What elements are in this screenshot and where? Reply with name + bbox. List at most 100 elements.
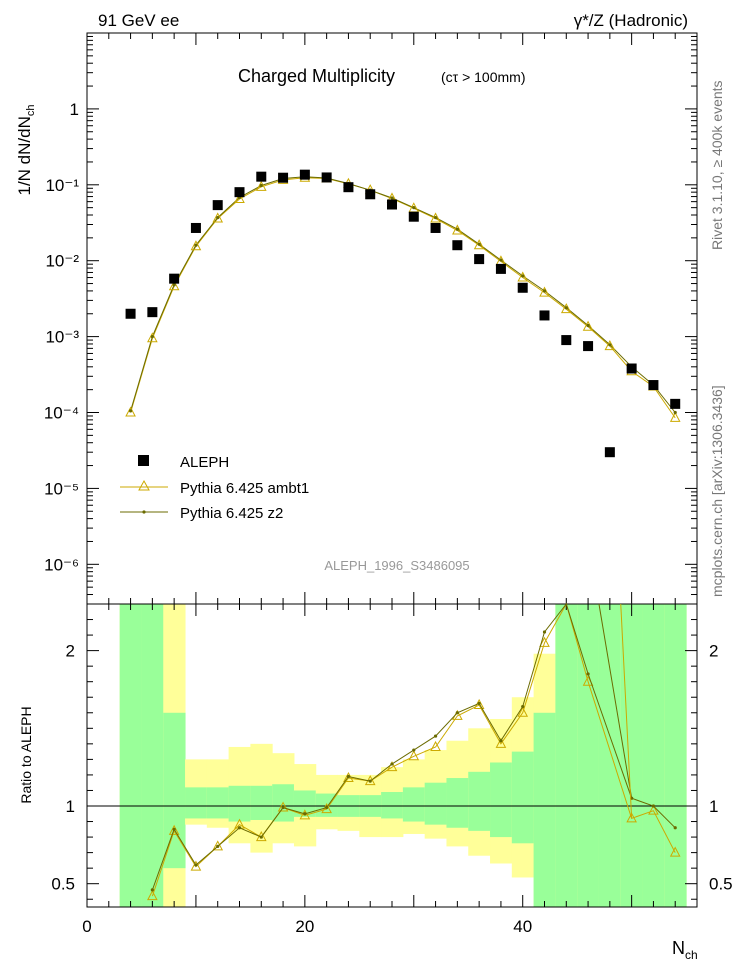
aleph-point bbox=[495, 263, 506, 274]
ratio-tick-label-left-2: 2 bbox=[66, 642, 75, 661]
ambt1-ratio-point bbox=[299, 809, 311, 820]
x-tick-label-0: 0 bbox=[82, 917, 91, 936]
header-left: 91 GeV ee bbox=[98, 11, 179, 30]
inner-band-bin bbox=[664, 604, 687, 907]
z2-point bbox=[150, 335, 154, 339]
rivet-label: Rivet 3.1.10, ≥ 400k events bbox=[709, 80, 725, 250]
inner-band-bin bbox=[206, 787, 230, 819]
z2-point bbox=[128, 409, 133, 413]
z2-ratio-point bbox=[259, 835, 263, 839]
ambt1-ratio-point bbox=[669, 846, 681, 857]
aleph-point bbox=[125, 308, 136, 319]
ambt1-ratio-point bbox=[212, 840, 224, 851]
ambt1-point bbox=[430, 212, 441, 223]
ambt1-ratio-point bbox=[190, 860, 202, 871]
chart-subtitle: (cτ > 100mm) bbox=[441, 69, 526, 85]
z2-ratio-point bbox=[586, 672, 590, 676]
inner-band-bin bbox=[555, 604, 578, 907]
aleph-point bbox=[387, 199, 397, 210]
x-axis-label: Nch bbox=[672, 938, 698, 962]
aleph-point bbox=[604, 447, 615, 458]
x-tick-label-40: 40 bbox=[513, 917, 532, 936]
y-tick-label-1e-6: 10⁻⁶ bbox=[44, 555, 79, 574]
ambt1-point bbox=[604, 340, 616, 351]
z2-ratio-point bbox=[303, 812, 307, 816]
ratio-tick-label-left-1: 1 bbox=[66, 797, 75, 816]
ambt1-point bbox=[560, 303, 572, 314]
y-tick-label-1e-4: 10⁻⁴ bbox=[44, 404, 79, 423]
z2-point bbox=[390, 196, 394, 200]
series-lines bbox=[130, 176, 676, 419]
ambt1-point bbox=[452, 224, 463, 235]
z2-ratio-point bbox=[390, 762, 394, 766]
legend-label-aleph: ALEPH bbox=[180, 454, 229, 471]
x-tick-label-20: 20 bbox=[295, 917, 314, 936]
aleph-point bbox=[365, 189, 376, 200]
y-axis-label: 1/N dN/dNch bbox=[15, 105, 37, 196]
ambt1-ratio-steep-segment bbox=[620, 603, 633, 819]
z2-point bbox=[564, 306, 568, 310]
inner-band-bin bbox=[402, 787, 426, 822]
legend-marker-aleph bbox=[138, 455, 149, 466]
aleph-point bbox=[583, 341, 594, 352]
ambt1-point bbox=[190, 240, 202, 251]
ratio-uncertainty-bands bbox=[119, 604, 687, 907]
legend-marker-ambt1 bbox=[138, 479, 150, 491]
aleph-point bbox=[626, 363, 637, 374]
ambt1-ratio-point bbox=[277, 801, 289, 812]
y-tick-label-1e-5: 10⁻⁵ bbox=[44, 479, 79, 498]
z2-ratio-point bbox=[216, 844, 220, 849]
svg-text:1/N dN/dNch: 1/N dN/dNch bbox=[15, 105, 37, 196]
ratio-tick-label-left-0.5: 0.5 bbox=[51, 875, 75, 894]
inner-band-bin bbox=[577, 604, 600, 907]
z2-ratio-point bbox=[368, 779, 372, 783]
z2-ratio-steep-segment bbox=[598, 603, 633, 799]
ratio-tick-label-right-0.5: 0.5 bbox=[709, 875, 733, 894]
axis-ticks bbox=[86, 32, 698, 907]
ambt1-point bbox=[255, 180, 267, 191]
z2-point bbox=[673, 410, 677, 415]
aleph-point bbox=[169, 273, 180, 284]
z2-ratio-point bbox=[237, 826, 242, 830]
y-tick-label-1e-1: 10⁻¹ bbox=[45, 176, 79, 195]
inner-band-bin bbox=[381, 792, 404, 819]
inner-band-bin bbox=[424, 782, 447, 825]
z2-point bbox=[521, 274, 525, 278]
ambt1-line bbox=[130, 177, 676, 419]
ratio-y-axis-label: Ratio to ALEPH bbox=[18, 706, 34, 803]
z2-point bbox=[542, 289, 547, 293]
aleph-point bbox=[408, 211, 419, 222]
ambt1-point bbox=[582, 320, 594, 331]
z2-point bbox=[194, 243, 198, 247]
z2-ratio-point bbox=[325, 805, 329, 810]
main-panel-frame bbox=[86, 32, 698, 605]
inner-band-bin bbox=[490, 762, 513, 838]
legend-marker-z2 bbox=[142, 510, 146, 514]
ambt1-ratio-point bbox=[408, 750, 420, 761]
z2-ratio-point bbox=[412, 748, 416, 752]
aleph-point bbox=[212, 200, 223, 211]
aleph-point bbox=[147, 307, 158, 318]
ambt1-point bbox=[234, 192, 245, 204]
z2-point bbox=[455, 227, 459, 231]
inner-band-bin bbox=[293, 790, 317, 817]
aleph-point bbox=[452, 240, 463, 251]
analysis-label: ALEPH_1996_S3486095 bbox=[324, 558, 469, 573]
aleph-point bbox=[670, 398, 681, 409]
aleph-point bbox=[321, 172, 332, 183]
ambt1-point bbox=[517, 271, 529, 282]
legend-label-ambt1: Pythia 6.425 ambt1 bbox=[180, 480, 309, 497]
z2-point bbox=[477, 242, 481, 246]
z2-point bbox=[433, 215, 438, 220]
chart-title: Charged Multiplicity bbox=[238, 66, 395, 86]
ambt1-ratio-point bbox=[626, 812, 637, 823]
z2-point bbox=[499, 258, 503, 262]
z2-ratio-line bbox=[151, 602, 676, 891]
inner-band-bin bbox=[511, 751, 535, 844]
legend: ALEPH Pythia 6.425 ambt1 Pythia 6.425 z2 bbox=[120, 454, 309, 522]
legend-label-z2: Pythia 6.425 z2 bbox=[180, 505, 283, 522]
aleph-point bbox=[343, 182, 354, 193]
z2-ratio-point bbox=[499, 739, 503, 743]
legend-item-z2: Pythia 6.425 z2 bbox=[120, 505, 283, 522]
